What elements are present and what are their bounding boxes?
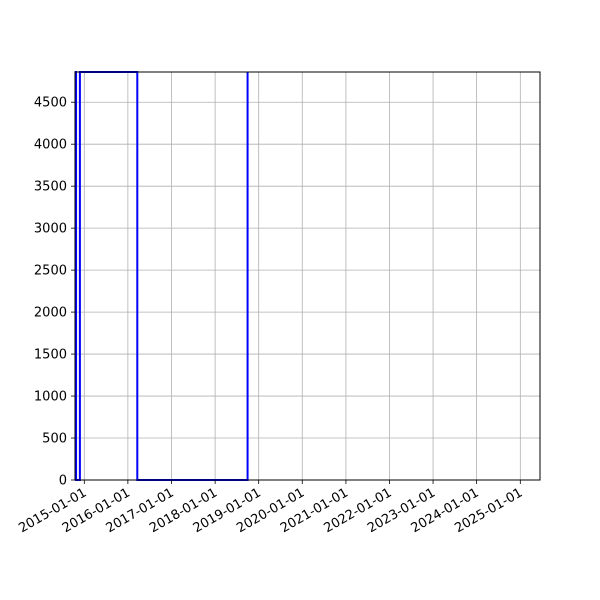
y-tick-label: 3500 [34, 180, 67, 195]
y-tick-label: 500 [42, 432, 67, 447]
y-tick-label: 3000 [34, 222, 67, 237]
y-tick-label: 1000 [34, 390, 67, 405]
y-tick-label: 2000 [34, 306, 67, 321]
y-tick-label: 0 [59, 474, 67, 489]
y-tick-label: 4000 [34, 138, 67, 153]
x-axis: 2015-01-012016-01-012017-01-012018-01-01… [16, 480, 525, 536]
y-tick-label: 2500 [34, 264, 67, 279]
y-tick-label: 1500 [34, 348, 67, 363]
series-layer [74, 71, 249, 481]
grid [75, 72, 540, 481]
plot-area-frame [74, 71, 541, 481]
y-axis: 0 500 1000 1500 2000 2500 3000 3500 4000 4500 [34, 96, 75, 489]
series-line [74, 71, 249, 481]
y-tick-label: 4500 [34, 96, 67, 111]
